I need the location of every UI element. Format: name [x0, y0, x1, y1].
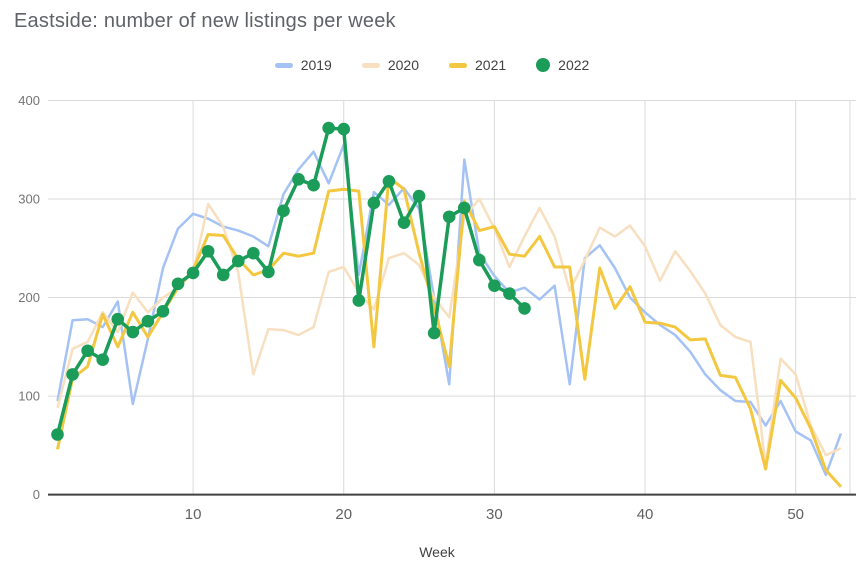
legend-swatch-2019-icon: [274, 62, 293, 68]
y-tick-label-0: 0: [33, 487, 40, 502]
data-point-2022-week-4: [96, 353, 109, 366]
series-line-2019: [56, 143, 843, 477]
data-point-2022-week-26: [427, 326, 441, 340]
x-axis-title: Week: [419, 544, 456, 560]
data-point-2022-week-3: [81, 344, 94, 358]
data-point-2022-week-30: [488, 279, 501, 293]
data-point-2022-week-13: [231, 254, 245, 268]
data-point-2022-week-31: [503, 287, 516, 300]
y-tick-label-300: 300: [18, 192, 40, 207]
x-tick-label-20: 20: [335, 506, 352, 523]
data-point-2022-week-11: [201, 244, 215, 258]
data-point-2022-week-6: [126, 325, 140, 339]
legend-item-2019: 2019: [274, 57, 332, 73]
data-point-2022-week-7: [141, 314, 155, 328]
data-point-2022-week-29: [473, 253, 486, 267]
data-point-2022-week-5: [111, 312, 125, 326]
legend-item-2020: 2020: [361, 57, 419, 73]
chart-legend: 2019 2020 2021 2022: [0, 57, 864, 73]
data-point-2022-week-9: [171, 277, 185, 291]
data-point-2022-week-32: [518, 302, 531, 315]
legend-swatch-2022-icon: [536, 58, 551, 72]
y-tick-label-100: 100: [18, 389, 40, 404]
legend-swatch-2020-icon: [361, 62, 380, 68]
chart-title: Eastside: number of new listings per wee…: [14, 10, 396, 32]
data-point-2022-week-12: [216, 268, 230, 282]
data-point-2022-week-23: [382, 174, 396, 188]
x-tick-label-30: 30: [486, 506, 503, 523]
x-tick-label-50: 50: [787, 506, 804, 523]
legend-label-2021: 2021: [475, 57, 507, 73]
data-point-2022-week-8: [156, 305, 170, 318]
legend-label-2020: 2020: [387, 57, 419, 73]
data-point-2022-week-20: [337, 122, 351, 136]
data-point-2022-week-25: [412, 189, 426, 203]
data-point-2022-week-10: [186, 266, 200, 280]
y-tick-label-200: 200: [18, 290, 40, 305]
legend-label-2019: 2019: [300, 57, 332, 73]
data-point-2022-week-27: [442, 210, 456, 224]
data-point-2022-week-22: [367, 196, 381, 210]
data-point-2022-week-15: [262, 265, 275, 279]
x-tick-label-10: 10: [185, 506, 202, 523]
legend-swatch-2021-icon: [449, 62, 467, 68]
data-point-2022-week-2: [66, 368, 79, 381]
data-point-2022-week-1: [51, 428, 64, 441]
legend-item-2022: 2022: [536, 57, 589, 73]
x-tick-label-40: 40: [637, 506, 654, 523]
data-point-2022-week-19: [322, 121, 335, 135]
legend-item-2021: 2021: [449, 57, 506, 73]
data-point-2022-week-16: [277, 204, 290, 218]
data-point-2022-week-24: [397, 216, 411, 229]
data-point-2022-week-28: [457, 201, 471, 215]
data-point-2022-week-14: [247, 246, 260, 260]
y-tick-label-400: 400: [18, 93, 40, 108]
data-point-2022-week-18: [307, 178, 320, 192]
legend-label-2022: 2022: [558, 57, 590, 73]
data-point-2022-week-21: [352, 294, 366, 307]
data-point-2022-week-17: [292, 173, 305, 186]
